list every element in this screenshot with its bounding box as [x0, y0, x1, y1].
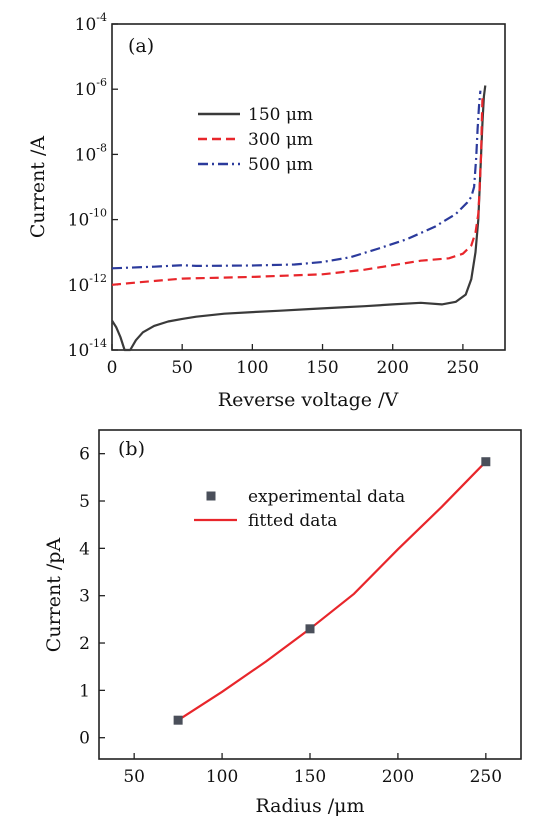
panel-b-x-tick-label: 200 [382, 767, 414, 787]
panel-a-y-axis-title: Current /A [27, 136, 49, 238]
panel-a-x-axis-title: Reverse voltage /V [218, 389, 399, 411]
panel-b-label: (b) [118, 438, 145, 460]
panel-b-y-axis-title: Current /pA [43, 538, 65, 653]
panel-b-y-tick-label: 4 [79, 539, 90, 559]
panel-b-y-tick-label: 1 [79, 681, 90, 701]
panel-a-legend-label: 500 μm [248, 155, 313, 175]
panel-b-legend-label: experimental data [248, 487, 405, 507]
panel-b-chart: (b) 50 100 150 200 250 0 1 2 3 4 5 6 experimental … [43, 429, 522, 817]
panel-a-legend-label: 300 μm [248, 130, 313, 150]
panel-a-y-tick-label: 10-10 [68, 207, 107, 231]
panel-a-y-tick-label: 10-14 [68, 337, 107, 361]
panel-b-data-point [173, 715, 183, 725]
panel-b-y-ticks: 0 1 2 3 4 5 6 [79, 445, 105, 749]
panel-b-legend-label: fitted data [248, 511, 337, 531]
panel-b-y-tick-label: 2 [79, 634, 90, 654]
panel-a-label: (a) [128, 35, 154, 57]
panel-b-x-axis-title: Radius /μm [255, 795, 364, 817]
panel-b-data-point [305, 624, 315, 634]
panel-b-series [173, 457, 491, 725]
panel-a-series-line-3 [111, 90, 482, 270]
panel-b-plot-frame [98, 429, 522, 760]
panel-a-plot-frame [111, 23, 506, 351]
panel-b-y-tick-label: 6 [79, 445, 90, 465]
panel-a-y-tick-label: 10-4 [75, 11, 107, 35]
panel-a-y-ticks: 10-4 10-6 10-8 10-10 10-12 10-14 [68, 11, 118, 361]
panel-b-x-tick-label: 50 [123, 767, 145, 787]
panel-a-x-tick-label: 0 [107, 358, 118, 378]
panel-a-x-tick-label: 50 [171, 358, 193, 378]
panel-b-data-point [481, 457, 491, 467]
panel-a-legend: 150 μm 300 μm 500 μm [198, 105, 313, 175]
panel-b-y-tick-label: 0 [79, 729, 90, 749]
panel-a-x-tick-label: 200 [376, 358, 408, 378]
panel-b-x-tick-label: 250 [470, 767, 502, 787]
panel-a-x-tick-label: 100 [236, 358, 268, 378]
panel-a-legend-label: 150 μm [248, 105, 313, 125]
panel-a-x-tick-label: 250 [447, 358, 479, 378]
panel-b-legend-marker [206, 491, 216, 501]
panel-a-x-ticks: 0 50 100 150 200 250 [107, 344, 479, 378]
panel-a-series-line-2 [111, 96, 484, 286]
panel-b-y-tick-label: 5 [79, 492, 90, 512]
panel-b-x-tick-label: 150 [294, 767, 326, 787]
panel-a-y-tick-label: 10-8 [75, 141, 107, 165]
panel-b-fitted-line [177, 460, 487, 722]
panel-a-series-line-1 [111, 85, 487, 352]
panel-b-legend: experimental data fitted data [194, 487, 405, 531]
panel-a-y-tick-label: 10-6 [75, 76, 107, 100]
panel-b-y-tick-label: 3 [79, 587, 90, 607]
panel-b-x-tick-label: 100 [206, 767, 238, 787]
panel-a-chart: (a) 0 50 100 150 200 250 10-410-610-810-1010-… [27, 11, 506, 411]
panel-a-y-tick-label: 10-12 [68, 272, 107, 296]
panel-a-series [111, 85, 487, 352]
panel-a-x-tick-label: 150 [306, 358, 338, 378]
panel-b-x-ticks: 50 100 150 200 250 [123, 753, 502, 787]
